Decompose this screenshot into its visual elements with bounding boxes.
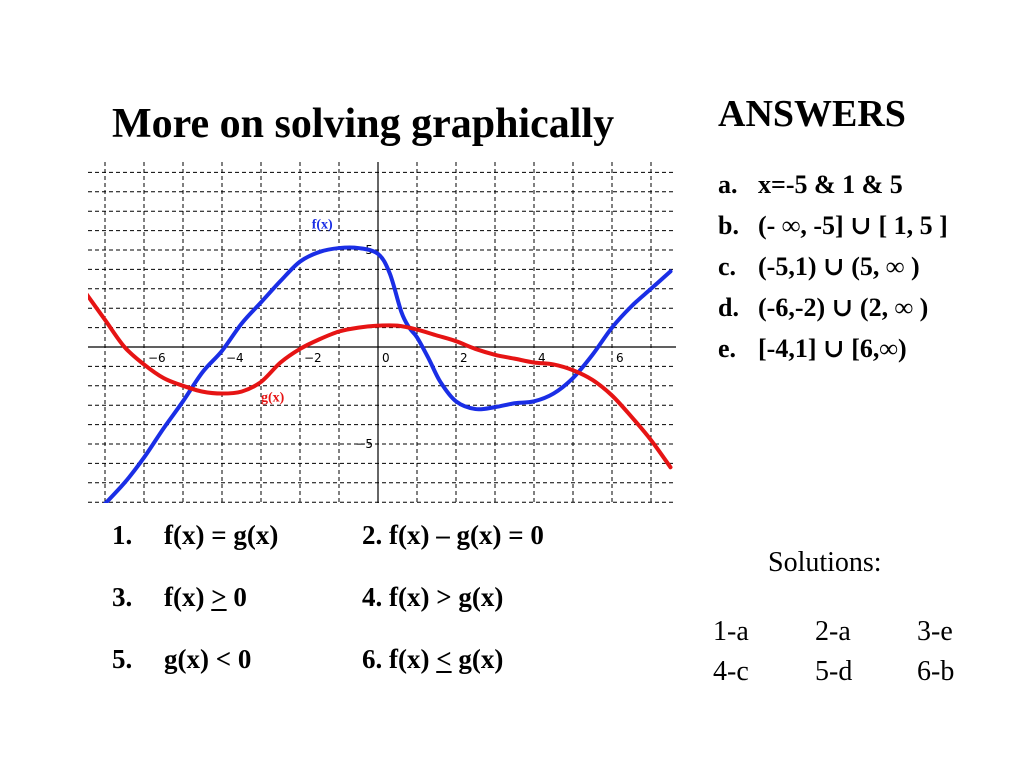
answer-c: c. (-5,1) ∪ (5, ∞ ) bbox=[718, 246, 948, 287]
answers-list: a. x=-5 & 1 & 5 b. (- ∞, -5] ∪ [ 1, 5 ] c.… bbox=[718, 164, 948, 369]
series-line bbox=[102, 245, 673, 503]
question-2: 2. f(x) – g(x) = 0 bbox=[362, 520, 544, 551]
answer-letter: e. bbox=[718, 334, 737, 363]
solutions-row: 4-c 5-d 6-b bbox=[713, 652, 1019, 692]
answer-b: b. (- ∞, -5] ∪ [ 1, 5 ] bbox=[718, 205, 948, 246]
question-number: 5. bbox=[112, 644, 133, 674]
solution-item: 6-b bbox=[917, 656, 955, 687]
answer-letter: d. bbox=[718, 293, 739, 322]
answer-text: (- ∞, -5] ∪ [ 1, 5 ] bbox=[758, 211, 948, 240]
question-4: 4. f(x) > g(x) bbox=[362, 582, 503, 613]
question-number: 2. bbox=[362, 520, 383, 550]
solution-item: 2-a bbox=[815, 616, 851, 647]
solution-item: 1-a bbox=[713, 616, 749, 647]
question-text: 0 bbox=[226, 582, 247, 612]
question-row: 5. g(x) < 0 6. f(x) < g(x) bbox=[112, 644, 612, 706]
x-tick-label: 6 bbox=[616, 351, 624, 365]
answer-e: e. [-4,1] ∪ [6,∞) bbox=[718, 328, 948, 369]
answer-a: a. x=-5 & 1 & 5 bbox=[718, 164, 948, 205]
x-tick-label: 0 bbox=[382, 351, 390, 365]
slide-title: More on solving graphically bbox=[112, 101, 615, 147]
answer-letter: a. bbox=[718, 170, 738, 199]
series-label: g(x) bbox=[261, 390, 285, 405]
solution-item: 3-e bbox=[917, 616, 953, 647]
question-number: 1. bbox=[112, 520, 133, 550]
question-text: f(x) – g(x) = 0 bbox=[389, 520, 544, 550]
question-5: 5. g(x) < 0 bbox=[112, 644, 251, 675]
answer-text: x=-5 & 1 & 5 bbox=[758, 170, 903, 199]
question-1: 1. f(x) = g(x) bbox=[112, 520, 278, 551]
question-text: f(x) > g(x) bbox=[389, 582, 504, 612]
question-row: 3. f(x) > 0 4. f(x) > g(x) bbox=[112, 582, 612, 644]
question-text: f(x) bbox=[389, 644, 437, 674]
question-text: g(x) < 0 bbox=[164, 644, 252, 674]
answer-letter: c. bbox=[718, 252, 737, 281]
solutions-grid: 1-a 2-a 3-e 4-c 5-d 6-b bbox=[713, 612, 1019, 692]
series-label: f(x) bbox=[312, 218, 333, 233]
answer-text: [-4,1] ∪ [6,∞) bbox=[758, 334, 907, 363]
question-operator: < bbox=[436, 644, 452, 674]
question-6: 6. f(x) < g(x) bbox=[362, 644, 503, 675]
answer-text: (-5,1) ∪ (5, ∞ ) bbox=[758, 252, 920, 281]
y-tick-label: −5 bbox=[355, 437, 373, 451]
question-text: g(x) bbox=[451, 644, 504, 674]
series-line bbox=[88, 292, 673, 470]
question-row: 1. f(x) = g(x) 2. f(x) – g(x) = 0 bbox=[112, 520, 612, 582]
x-tick-label: 2 bbox=[460, 351, 468, 365]
x-tick-label: −4 bbox=[226, 351, 244, 365]
answers-heading: ANSWERS bbox=[718, 93, 906, 135]
question-text: f(x) bbox=[164, 582, 212, 612]
answer-d: d. (-6,-2) ∪ (2, ∞ ) bbox=[718, 287, 948, 328]
questions: 1. f(x) = g(x) 2. f(x) – g(x) = 0 3. f(x) … bbox=[112, 520, 612, 706]
question-3: 3. f(x) > 0 bbox=[112, 582, 247, 613]
question-number: 3. bbox=[112, 582, 133, 612]
question-number: 4. bbox=[362, 582, 383, 612]
question-operator: > bbox=[211, 582, 227, 612]
x-tick-label: −6 bbox=[148, 351, 166, 365]
question-number: 6. bbox=[362, 644, 383, 674]
solutions-heading: Solutions: bbox=[768, 547, 882, 578]
answer-letter: b. bbox=[718, 211, 739, 240]
answer-text: (-6,-2) ∪ (2, ∞ ) bbox=[758, 293, 929, 322]
solution-item: 5-d bbox=[815, 656, 853, 687]
question-text: f(x) = g(x) bbox=[164, 520, 279, 550]
function-graph: −6 −4 −2 0 2 4 65−5f(x)g(x) bbox=[88, 162, 676, 503]
x-tick-label: 4 bbox=[538, 351, 546, 365]
solution-item: 4-c bbox=[713, 656, 749, 687]
solutions-row: 1-a 2-a 3-e bbox=[713, 612, 1019, 652]
x-tick-label: −2 bbox=[304, 351, 322, 365]
